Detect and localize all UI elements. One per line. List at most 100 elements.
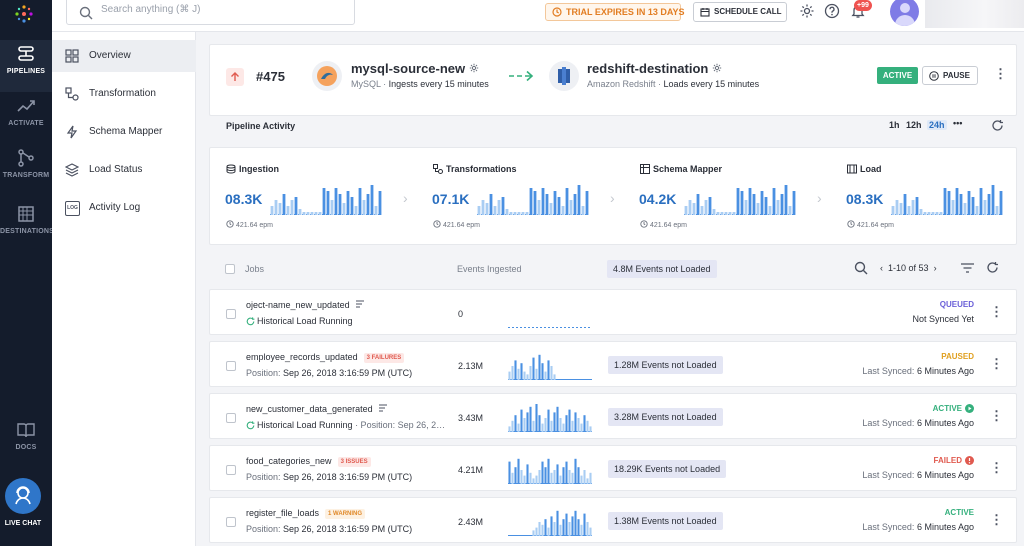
- avatar[interactable]: [890, 0, 919, 26]
- subnav-item-overview[interactable]: Overview: [52, 40, 196, 72]
- row-checkbox[interactable]: [226, 465, 236, 475]
- job-name[interactable]: food_categories_new 3 ISSUES: [246, 456, 371, 467]
- search-icon[interactable]: [854, 261, 868, 275]
- table-row[interactable]: register_file_loads 1 WARNING Position: S…: [209, 497, 1017, 543]
- sparkline-bar: [728, 212, 732, 215]
- rail-item-activate[interactable]: ACTIVATE: [0, 92, 52, 144]
- pipeline-id: #475: [256, 69, 285, 84]
- subnav-item-schema-mapper[interactable]: Schema Mapper: [52, 116, 196, 148]
- source-name[interactable]: mysql-source-new: [351, 61, 479, 76]
- stat-load[interactable]: Load 08.3K 421.64 epm: [831, 148, 1024, 246]
- sparkline-bar: [776, 200, 780, 215]
- rail-item-pipelines[interactable]: PIPELINES: [0, 40, 52, 92]
- live-chat-button[interactable]: [5, 478, 41, 514]
- prev-page-icon[interactable]: ‹: [880, 263, 883, 273]
- subnav-item-activity-log[interactable]: LOG Activity Log: [52, 192, 196, 224]
- help-icon[interactable]: [824, 3, 840, 19]
- gear-icon[interactable]: [469, 63, 479, 73]
- rail-item-docs[interactable]: DOCS: [0, 420, 52, 472]
- stat-schema-mapper[interactable]: Schema Mapper 04.2K 421.64 epm: [624, 148, 824, 246]
- table-row[interactable]: employee_records_updated 3 FAILURES Posit…: [209, 341, 1017, 387]
- table-row[interactable]: oject-name_new_updated Historical Load R…: [209, 289, 1017, 335]
- subnav-item-load-status[interactable]: Load Status: [52, 154, 196, 186]
- pause-button[interactable]: PAUSE: [922, 66, 978, 85]
- events-ingested-count: 4.21M: [458, 465, 484, 475]
- events-not-loaded-pill[interactable]: 18.29K Events not Loaded: [608, 460, 727, 478]
- sparkline-bar: [493, 206, 497, 215]
- events-not-loaded-pill[interactable]: 3.28M Events not Loaded: [608, 408, 723, 426]
- sparkline-bar: [559, 418, 562, 432]
- sparkline-bar: [322, 188, 326, 215]
- sparkline-bar: [529, 366, 532, 380]
- sparkline-bar: [999, 191, 1003, 215]
- row-checkbox[interactable]: [226, 413, 236, 423]
- sparkline-bar: [565, 415, 568, 432]
- row-checkbox[interactable]: [226, 361, 236, 371]
- pagination: ‹ 1-10 of 53 ›: [880, 263, 937, 273]
- gear-icon[interactable]: [712, 63, 722, 73]
- sparkline-bar: [514, 360, 517, 380]
- sparkline-bar: [696, 194, 700, 215]
- total-not-loaded-pill[interactable]: 4.8M Events not Loaded: [607, 260, 717, 278]
- rail-item-transform[interactable]: TRANSFORM: [0, 144, 52, 196]
- range-more-icon[interactable]: •••: [953, 118, 963, 128]
- search-input[interactable]: [101, 4, 341, 15]
- subnav-label: Schema Mapper: [89, 126, 163, 137]
- stat-transformations[interactable]: Transformations 07.1K 421.64 epm: [417, 148, 617, 246]
- kebab-menu-icon[interactable]: ⋮: [990, 460, 1003, 475]
- sparkline-bar: [547, 527, 550, 536]
- select-all-checkbox[interactable]: [225, 264, 235, 274]
- search-box[interactable]: [66, 0, 355, 25]
- range-12h[interactable]: 12h: [906, 120, 922, 130]
- sparkline-bar: [903, 194, 907, 215]
- sparkline-bar: [553, 412, 556, 432]
- sparkline-bar: [581, 206, 585, 215]
- jobs-column-header: Jobs: [245, 264, 265, 274]
- job-name[interactable]: oject-name_new_updated: [246, 300, 366, 310]
- pipeline-activity-card: Ingestion 08.3K 421.64 epm › Transformat…: [209, 147, 1017, 245]
- sparkline-bar: [589, 426, 592, 432]
- job-name[interactable]: employee_records_updated 3 FAILURES: [246, 352, 405, 363]
- job-subtitle-suffix: · Position: Sep 26, 2…: [352, 420, 446, 430]
- events-not-loaded-pill[interactable]: 1.38M Events not Loaded: [608, 512, 723, 530]
- kebab-menu-icon[interactable]: ⋮: [990, 356, 1003, 371]
- sparkline-bar: [585, 191, 589, 215]
- kebab-menu-icon[interactable]: ⋮: [990, 408, 1003, 423]
- destinations-icon: [18, 206, 34, 222]
- job-name[interactable]: new_customer_data_generated: [246, 404, 389, 414]
- gear-icon[interactable]: [799, 3, 815, 19]
- events-not-loaded-pill[interactable]: 1.28M Events not Loaded: [608, 356, 723, 374]
- subnav-item-transformation[interactable]: Transformation: [52, 78, 196, 110]
- last-synced-value: 6 Minutes Ago: [916, 470, 974, 480]
- kebab-menu-icon[interactable]: ⋮: [990, 512, 1003, 527]
- kebab-menu-icon[interactable]: ⋮: [994, 66, 1007, 81]
- range-1h[interactable]: 1h: [889, 120, 900, 130]
- sparkline-bar: [562, 519, 565, 536]
- filter-icon[interactable]: [961, 263, 974, 273]
- job-name[interactable]: register_file_loads 1 WARNING: [246, 508, 366, 519]
- job-status-badge: PAUSED: [941, 352, 974, 361]
- stat-ingestion[interactable]: Ingestion 08.3K 421.64 epm: [210, 148, 410, 246]
- rail-item-destinations[interactable]: DESTINATIONS: [0, 202, 54, 254]
- job-status-badge: FAILED: [934, 456, 974, 465]
- range-24h[interactable]: 24h: [927, 120, 947, 130]
- table-row[interactable]: new_customer_data_generated Historical L…: [209, 393, 1017, 439]
- next-page-icon[interactable]: ›: [933, 263, 937, 273]
- kebab-menu-icon[interactable]: ⋮: [990, 304, 1003, 319]
- trial-expires-banner[interactable]: TRIAL EXPIRES IN 13 DAYS: [545, 3, 685, 21]
- destination-name[interactable]: redshift-destination: [587, 61, 722, 76]
- row-checkbox[interactable]: [226, 517, 236, 527]
- hevo-logo-icon[interactable]: [12, 2, 36, 26]
- table-row[interactable]: food_categories_new 3 ISSUES Position: Se…: [209, 445, 1017, 491]
- refresh-icon[interactable]: [986, 261, 999, 274]
- subnav-label: Overview: [89, 50, 131, 61]
- sparkline-bar: [270, 206, 274, 215]
- sparkline-bar: [547, 360, 550, 380]
- row-checkbox[interactable]: [226, 309, 236, 319]
- refresh-icon[interactable]: [991, 119, 1004, 132]
- sparkline-bar: [523, 475, 526, 484]
- sparkline-bar: [571, 516, 574, 536]
- job-subtitle-value: Sep 26, 2018 3:16:59 PM (UTC): [283, 524, 413, 534]
- schedule-call-button[interactable]: SCHEDULE CALL: [693, 2, 787, 22]
- sparkline-bar: [501, 197, 505, 215]
